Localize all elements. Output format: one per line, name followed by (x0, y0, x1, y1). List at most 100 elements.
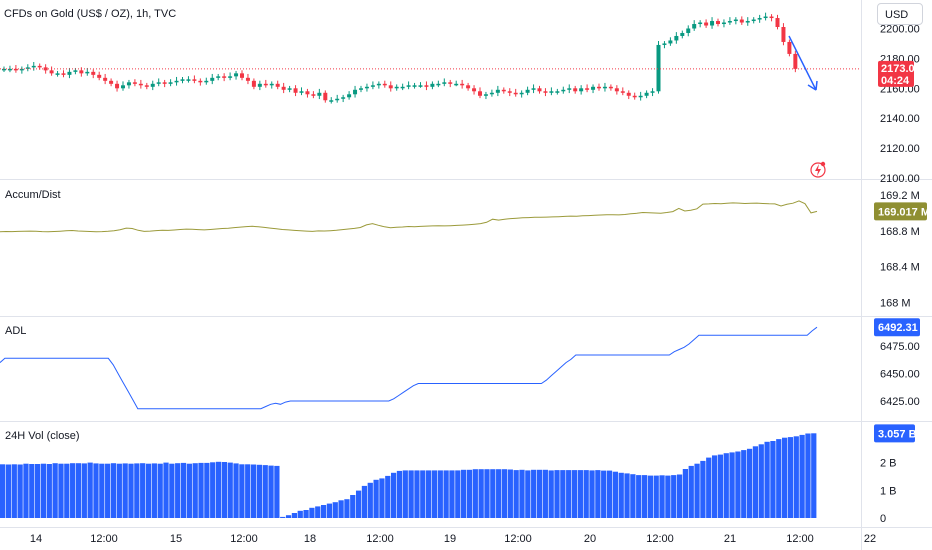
candle (727, 21, 732, 23)
volume-bar (612, 471, 618, 518)
candle (757, 18, 762, 20)
volume-bar (706, 457, 712, 518)
candle (466, 85, 471, 89)
candle (376, 83, 381, 86)
candle (281, 86, 286, 90)
candle (460, 83, 465, 86)
volume-bar (560, 470, 566, 518)
time-axis-tick: 12:00 (230, 533, 258, 545)
candle (61, 73, 66, 75)
candle (275, 83, 280, 87)
candle (650, 91, 655, 93)
volume-bar (344, 499, 350, 518)
candle (626, 92, 631, 96)
volume-bar (659, 475, 665, 518)
volume-bar (426, 470, 432, 518)
candle (138, 83, 143, 86)
volume-bar (250, 464, 257, 518)
volume-bar (618, 472, 624, 518)
candle (394, 86, 399, 89)
candle (79, 70, 84, 74)
candle (495, 89, 500, 93)
candle (257, 83, 262, 87)
volume-bar (723, 453, 729, 518)
volume-value-tag (874, 424, 915, 443)
candle (55, 73, 60, 75)
volume-value-label: 3.057 B (878, 428, 917, 440)
candle (489, 92, 494, 95)
volume-bar (647, 475, 653, 518)
candle (602, 86, 607, 89)
lightning-icon[interactable] (810, 161, 826, 178)
volume-bar (741, 450, 747, 518)
candle (228, 76, 233, 78)
candle (31, 65, 36, 68)
candle (573, 88, 578, 92)
candle (359, 88, 363, 90)
candle (364, 86, 369, 89)
candle (121, 85, 125, 89)
candle (686, 28, 691, 33)
candle (507, 91, 512, 93)
time-axis-tick: 18 (304, 533, 316, 545)
volume-bar (676, 474, 683, 518)
accum-value-tag (874, 202, 927, 221)
volume-bar (361, 485, 368, 518)
candle (311, 94, 316, 96)
volume-bar (700, 460, 706, 518)
candle (245, 77, 250, 81)
volume-bar (163, 462, 169, 518)
chart-title: CFDs on Gold (US$ / OZ), 1h, TVC (4, 8, 176, 20)
volume-bar (204, 462, 210, 518)
volume-bar (350, 495, 356, 518)
volume-bar (175, 463, 181, 518)
currency-button[interactable]: USD (877, 3, 923, 25)
candle (222, 76, 227, 78)
time-axis-tick: 12:00 (646, 533, 674, 545)
volume-bar (694, 463, 700, 518)
last-price-label: 2173.03 (881, 63, 921, 75)
candle (721, 22, 726, 25)
volume-bar (396, 470, 403, 518)
volume-bar (548, 470, 554, 518)
candle (501, 89, 506, 92)
volume-bar (180, 462, 187, 518)
volume-bar (758, 444, 764, 518)
candle (388, 85, 393, 89)
candle (430, 83, 435, 87)
volume-bar (332, 502, 338, 518)
volume-bar (40, 463, 47, 518)
volume-bar (35, 464, 41, 518)
price-axis-tick: 2140.00 (880, 113, 920, 125)
volume-bar (478, 469, 484, 518)
candle (156, 82, 161, 84)
volume-bar (711, 455, 718, 518)
candle (525, 89, 530, 93)
volume-bar (554, 470, 560, 518)
candle (97, 74, 102, 78)
volume-bar (408, 470, 414, 518)
volume-bar (513, 470, 519, 518)
accum-axis-tick: 169.2 M (880, 190, 920, 202)
volume-bar (653, 475, 659, 518)
volume-bar (519, 469, 525, 518)
candle (305, 91, 310, 95)
candle (478, 91, 482, 96)
candle (144, 85, 149, 87)
time-axis-tick: 22 (864, 533, 876, 545)
volume-bar (145, 463, 152, 518)
candle (680, 32, 685, 36)
volume-bar (501, 469, 508, 518)
volume-bar (671, 475, 677, 518)
volume-bar (484, 469, 490, 518)
volume-bar (414, 470, 420, 518)
volume-bar (367, 482, 373, 518)
volume-bar (793, 436, 799, 518)
volume-bar (105, 463, 111, 518)
candle (519, 92, 524, 95)
accum-axis-tick: 168.4 M (880, 262, 920, 274)
time-axis-tick: 15 (170, 533, 182, 545)
volume-bar (122, 463, 128, 518)
volume-bar (776, 439, 782, 518)
